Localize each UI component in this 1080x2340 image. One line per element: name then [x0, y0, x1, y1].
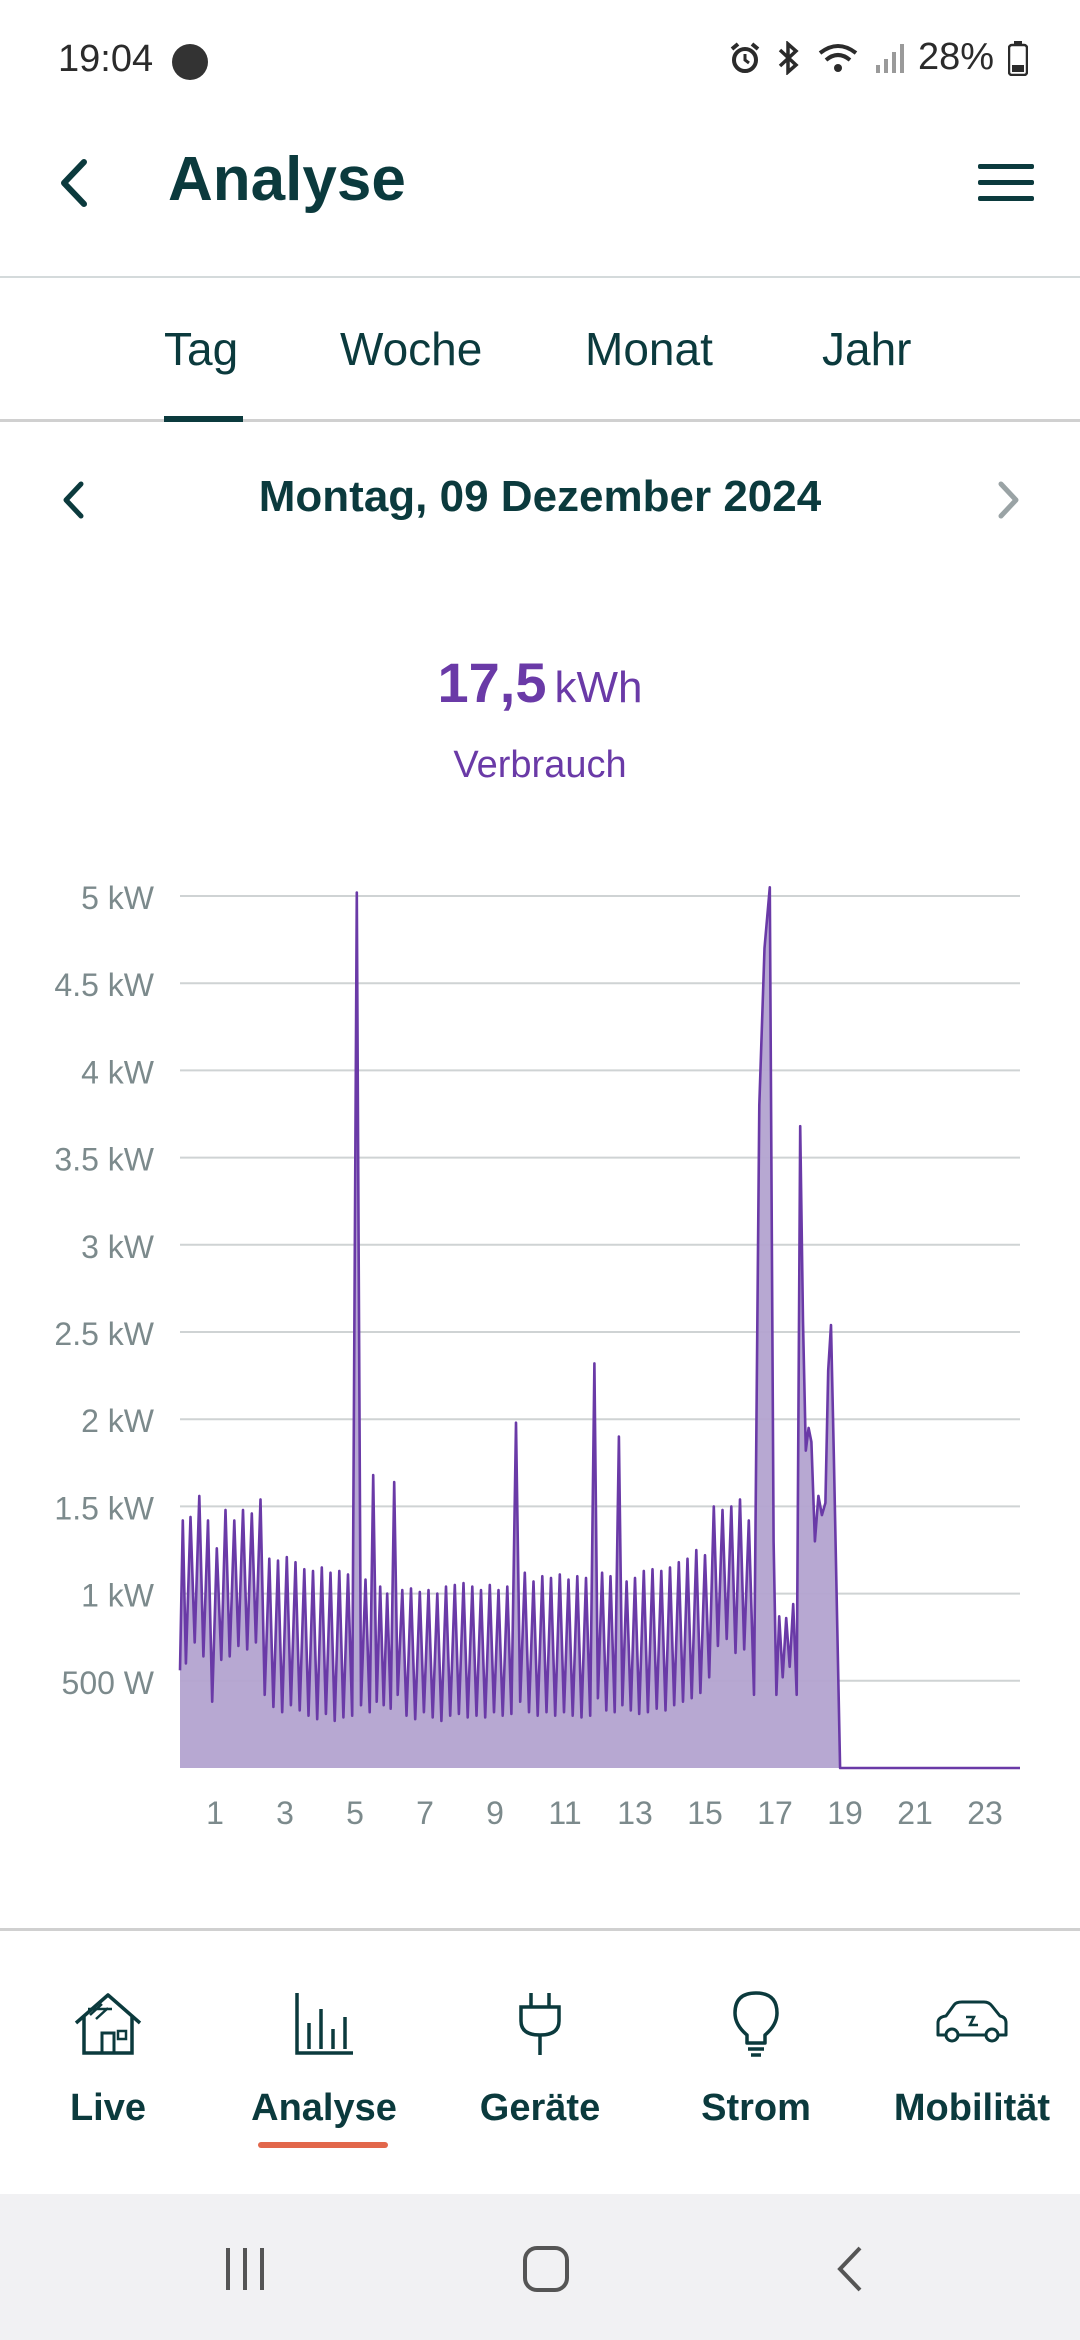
x-tick-label: 5: [346, 1795, 364, 1831]
nav-label-analyse: Analyse: [251, 2087, 397, 2129]
x-tick-label: 23: [967, 1795, 1003, 1831]
battery-icon: [1008, 40, 1028, 76]
nav-label-live: Live: [69, 2087, 147, 2129]
status-icons: 28%: [728, 36, 1028, 79]
y-tick-label: 1.5 kW: [54, 1490, 154, 1526]
nav-strom[interactable]: Strom: [656, 1989, 856, 2169]
x-tick-label: 3: [276, 1795, 294, 1831]
back-button[interactable]: [44, 150, 104, 216]
nav-label-geraete: Geräte: [479, 2087, 601, 2129]
home-icon: [523, 2246, 569, 2292]
nav-mobilitaet[interactable]: Mobilität: [872, 1989, 1072, 2169]
tab-woche[interactable]: Woche: [340, 323, 483, 375]
x-tick-label: 15: [687, 1795, 723, 1831]
tab-tag[interactable]: Tag: [164, 323, 239, 375]
y-tick-label: 2 kW: [81, 1403, 155, 1439]
active-nav-indicator: [258, 2142, 388, 2148]
x-tick-label: 21: [897, 1795, 933, 1831]
y-tick-label: 5 kW: [81, 880, 155, 916]
y-tick-label: 4 kW: [81, 1054, 155, 1090]
date-navigation: Montag, 09 Dezember 2024: [0, 460, 1080, 540]
y-tick-label: 1 kW: [81, 1578, 155, 1614]
lightbulb-icon: [733, 1991, 779, 2057]
chart-svg: 500 W 1 kW 1.5 kW 2 kW 2.5 kW 3 kW 3.5 kW 4 kW 4…: [54, 880, 1020, 1831]
total-consumption: 17,5 kWh: [0, 650, 1080, 715]
date-label: Montag, 09 Dezember 2024: [258, 472, 822, 521]
chevron-left-icon: [61, 159, 87, 207]
menu-button[interactable]: [978, 160, 1038, 210]
nav-geraete[interactable]: Geräte: [440, 1989, 640, 2169]
chevron-right-icon: [998, 481, 1019, 519]
total-value: 17,5: [437, 651, 547, 714]
bottom-nav: Live Analyse Geräte Strom Mobilität: [0, 1931, 1080, 2193]
recent-apps-icon: [226, 2248, 264, 2290]
x-tick-label: 9: [486, 1795, 504, 1831]
page-title: Analyse: [168, 145, 406, 214]
bar-chart-icon: [295, 1993, 353, 2055]
plug-icon: [519, 1993, 561, 2055]
x-tick-label: 13: [617, 1795, 653, 1831]
battery-percent: 28%: [917, 36, 994, 78]
alarm-icon: [730, 41, 760, 73]
wifi-icon: [818, 43, 858, 72]
home-button[interactable]: [506, 2234, 586, 2304]
x-tick-label: 19: [827, 1795, 863, 1831]
x-tick-label: 11: [548, 1795, 581, 1831]
status-time: 19:04: [58, 38, 154, 80]
status-bar: 19:04 28%: [0, 0, 1080, 120]
nav-label-strom: Strom: [701, 2087, 811, 2129]
system-navigation-bar: [0, 2194, 1080, 2340]
app-header: Analyse: [0, 120, 1080, 278]
chevron-left-icon: [63, 481, 84, 519]
next-day-button[interactable]: [986, 468, 1032, 532]
y-tick-label: 3.5 kW: [54, 1142, 154, 1178]
nav-label-mobilitaet: Mobilität: [893, 2087, 1051, 2129]
y-tick-label: 500 W: [62, 1665, 155, 1701]
previous-day-button[interactable]: [50, 468, 96, 532]
tab-jahr[interactable]: Jahr: [822, 323, 912, 375]
house-solar-icon: [74, 1993, 142, 2055]
y-tick-label: 4.5 kW: [54, 967, 154, 1003]
x-tick-label: 17: [757, 1795, 793, 1831]
consumption-chart: 500 W 1 kW 1.5 kW 2 kW 2.5 kW 3 kW 3.5 kW 4 kW 4…: [0, 860, 1080, 1840]
y-tick-label: 2.5 kW: [54, 1316, 154, 1352]
consumption-area: [180, 887, 1020, 1768]
recent-apps-button[interactable]: [205, 2234, 285, 2304]
x-tick-label: 7: [416, 1795, 434, 1831]
tab-monat[interactable]: Monat: [585, 323, 713, 375]
consumption-line: [178, 886, 1020, 1770]
total-unit: kWh: [554, 663, 643, 712]
y-tick-label: 3 kW: [81, 1229, 155, 1265]
nav-live[interactable]: Live: [8, 1989, 208, 2169]
nav-analyse[interactable]: Analyse: [224, 1989, 424, 2169]
electric-car-icon: [936, 2000, 1008, 2043]
total-label: Verbrauch: [453, 744, 627, 786]
signal-icon: [875, 43, 904, 73]
system-back-button[interactable]: [810, 2234, 890, 2304]
bluetooth-icon: [778, 40, 799, 75]
notification-icon: [172, 44, 208, 80]
bottom-nav-divider: [0, 1928, 1080, 1931]
period-tabs: Tag Woche Monat Jahr: [0, 280, 1080, 422]
x-tick-label: 1: [206, 1795, 224, 1831]
active-tab-indicator: [164, 416, 243, 422]
back-icon: [837, 2246, 862, 2292]
